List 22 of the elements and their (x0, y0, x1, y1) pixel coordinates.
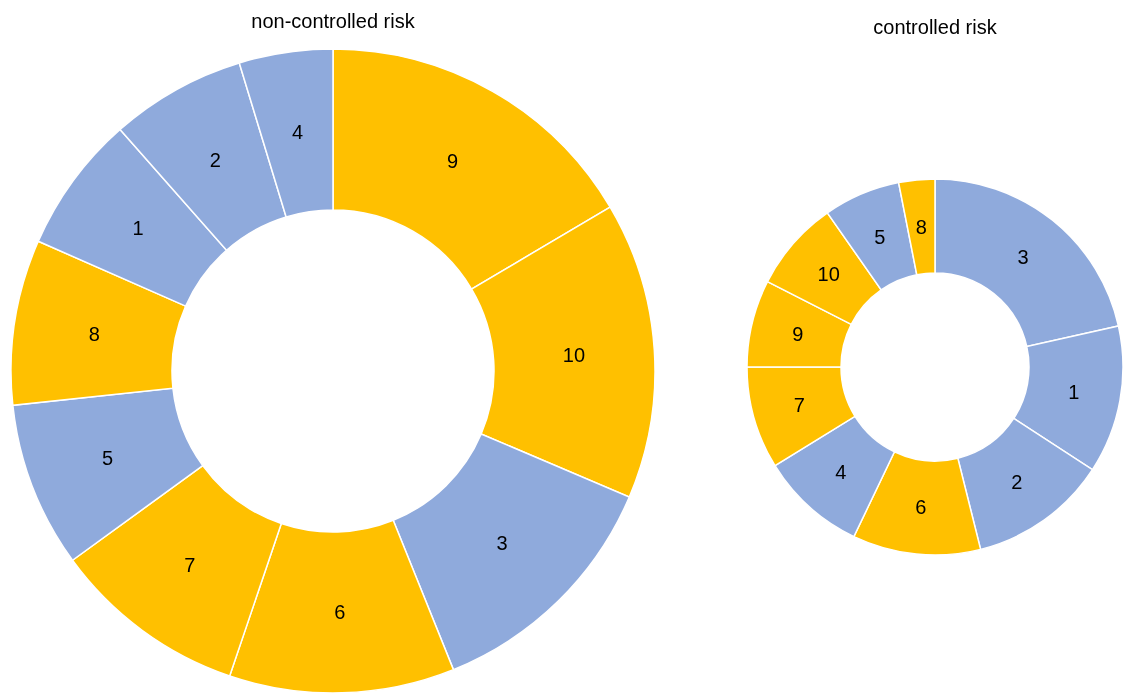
slice-label: 2 (1011, 470, 1023, 493)
slice-label: 7 (184, 554, 196, 577)
slice-label: 9 (447, 150, 459, 173)
slice-label: 7 (793, 394, 805, 417)
slice-label: 5 (874, 226, 886, 249)
slice-label: 3 (496, 532, 508, 555)
slice-label: 5 (102, 446, 114, 469)
chart-title: non-controlled risk (251, 10, 416, 32)
slice-label: 1 (132, 217, 144, 240)
slice-label: 10 (562, 344, 586, 367)
slice-label: 9 (792, 323, 804, 346)
slice-label: 3 (1017, 245, 1029, 268)
slice-label: 10 (817, 263, 840, 286)
slice-label: 6 (915, 496, 927, 519)
slice-label: 4 (835, 460, 847, 483)
chart-title: controlled risk (873, 16, 998, 38)
slice-label: 2 (209, 149, 221, 172)
slice-label: 8 (915, 215, 927, 238)
slice-label: 8 (88, 322, 100, 345)
slice-label: 6 (334, 601, 346, 624)
slice-label: 1 (1068, 381, 1080, 404)
slice-label: 4 (291, 121, 304, 144)
